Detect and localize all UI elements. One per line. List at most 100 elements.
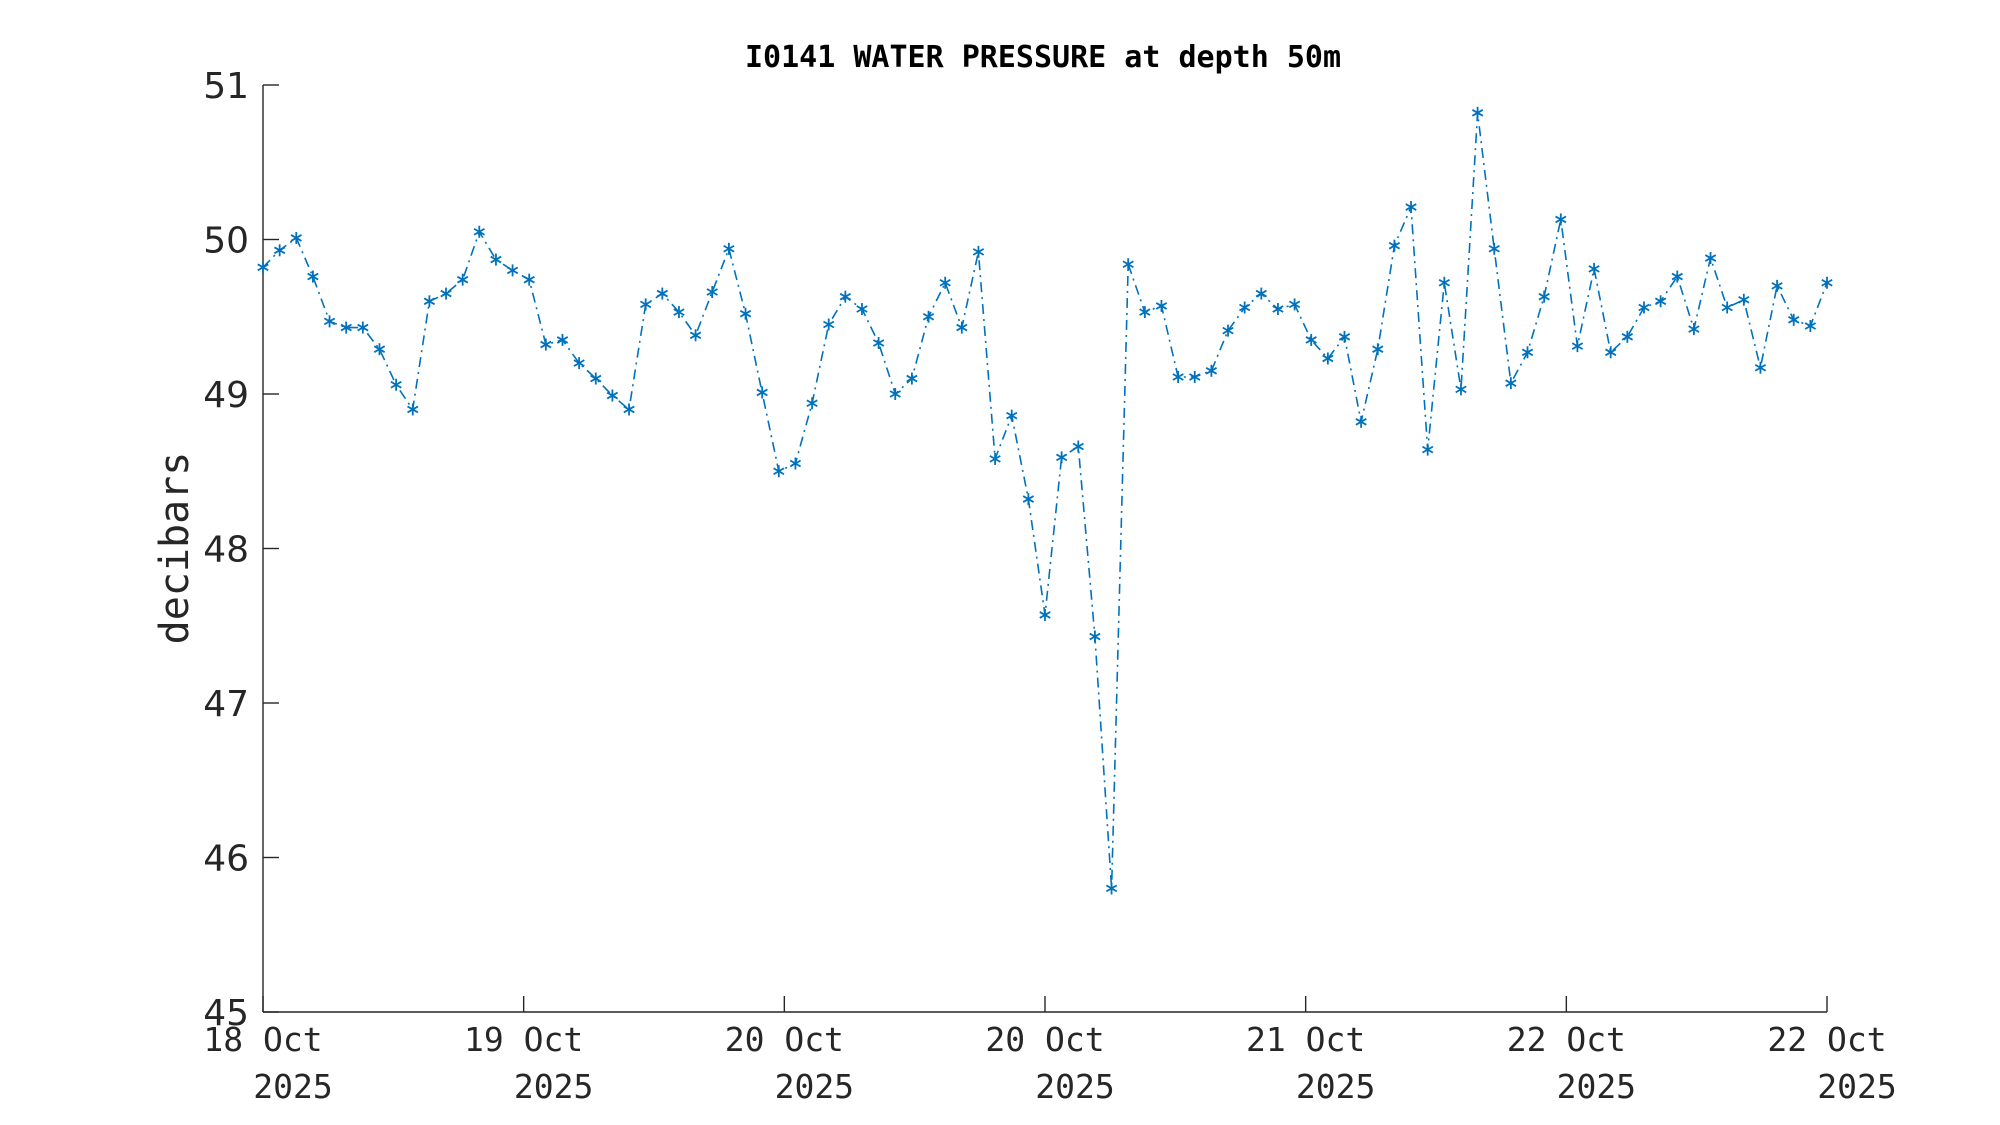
- data-point: [1471, 106, 1484, 119]
- data-point: [1621, 330, 1634, 343]
- data-point: [456, 273, 469, 286]
- data-point: [1422, 443, 1434, 456]
- data-point: [1821, 276, 1833, 289]
- data-point: [1571, 340, 1584, 353]
- data-point: [1055, 451, 1068, 464]
- data-point: [390, 378, 402, 391]
- y-tick-label: 47: [203, 684, 249, 725]
- data-point: [1155, 299, 1168, 312]
- data-point: [1688, 323, 1700, 336]
- data-point: [1322, 352, 1334, 365]
- data-point: [1704, 252, 1717, 265]
- data-point: [739, 307, 752, 320]
- data-point: [856, 303, 868, 316]
- x-tick-year-label: 2025: [1557, 1067, 1636, 1106]
- data-point: [1555, 213, 1567, 226]
- data-point: [956, 321, 968, 334]
- data-point: [1039, 608, 1051, 621]
- data-point: [1804, 320, 1817, 333]
- data-point: [1388, 239, 1401, 252]
- data-point: [640, 298, 652, 311]
- data-point: [1222, 324, 1234, 337]
- data-point: [407, 403, 419, 416]
- data-point: [872, 337, 885, 350]
- data-point: [1172, 371, 1184, 384]
- data-point: [1405, 201, 1417, 214]
- data-point: [257, 261, 269, 274]
- x-tick-date-label: 18 Oct: [203, 1020, 322, 1059]
- x-tick-year-label: 2025: [1035, 1067, 1114, 1106]
- data-point: [490, 253, 502, 266]
- x-tick-date-label: 22 Oct: [1767, 1020, 1886, 1059]
- y-tick-label: 45: [203, 993, 249, 1034]
- data-point: [656, 287, 668, 300]
- data-point: [573, 357, 585, 370]
- x-tick-year-label: 2025: [514, 1067, 593, 1106]
- x-tick-year-label: 2025: [775, 1067, 854, 1106]
- data-point: [1605, 346, 1617, 359]
- data-point: [773, 465, 785, 478]
- data-point: [706, 286, 718, 299]
- data-point: [889, 388, 901, 400]
- data-point: [340, 321, 352, 334]
- x-tick-year-label: 2025: [253, 1067, 332, 1106]
- data-point: [273, 244, 286, 257]
- data-point: [1654, 295, 1667, 308]
- data-point: [1255, 287, 1267, 300]
- data-point: [1372, 343, 1384, 356]
- data-point: [323, 315, 336, 328]
- data-point: [357, 321, 369, 334]
- data-point: [939, 276, 951, 289]
- y-tick-label: 51: [203, 66, 249, 107]
- chart-title: I0141 WATER PRESSURE at depth 50m: [745, 40, 1341, 75]
- y-tick-label: 46: [203, 839, 249, 880]
- data-point: [606, 389, 619, 402]
- data-point: [440, 287, 452, 300]
- data-point: [1139, 306, 1151, 319]
- data-point: [1438, 276, 1450, 289]
- x-tick-date-label: 20 Oct: [985, 1020, 1104, 1059]
- data-point: [590, 372, 602, 385]
- data-point: [989, 452, 1001, 465]
- data-point: [723, 242, 735, 255]
- series-line: [262, 112, 1828, 889]
- data-point: [1205, 364, 1218, 377]
- x-ticks: 18 Oct 2025 19 Oct 2025 20 Oct 2025 20 Oct 2025…: [203, 996, 1897, 1106]
- data-point: [789, 457, 802, 470]
- data-point: [1338, 330, 1351, 343]
- data-point: [307, 270, 319, 283]
- data-point: [673, 306, 685, 319]
- data-point: [1538, 290, 1550, 303]
- data-point: [922, 310, 935, 323]
- data-point: [1638, 301, 1650, 314]
- data-point: [1189, 371, 1201, 384]
- data-point: [1238, 301, 1251, 314]
- data-markers: [257, 106, 1833, 895]
- data-point: [473, 225, 485, 238]
- data-point: [1788, 313, 1800, 326]
- data-point: [1721, 301, 1733, 314]
- data-point: [556, 333, 569, 346]
- x-tick-date-label: 21 Oct: [1246, 1020, 1365, 1059]
- data-point: [689, 329, 702, 342]
- x-tick-date-label: 20 Oct: [725, 1020, 844, 1059]
- data-point: [1754, 361, 1767, 374]
- y-tick-label: 48: [203, 530, 249, 571]
- x-tick-date-label: 19 Oct: [464, 1020, 583, 1059]
- data-point: [1288, 298, 1301, 311]
- axes: [262, 85, 1827, 1013]
- data-point: [1771, 279, 1783, 292]
- data-point: [1488, 242, 1500, 255]
- data-point: [1272, 303, 1284, 316]
- data-point: [1006, 409, 1018, 422]
- data-point: [1122, 258, 1134, 271]
- data-point: [1738, 293, 1750, 306]
- data-point: [373, 343, 386, 356]
- data-point: [756, 386, 768, 399]
- data-point: [906, 372, 918, 385]
- data-point: [1072, 440, 1084, 453]
- data-point: [1588, 262, 1600, 275]
- data-point: [540, 338, 552, 351]
- data-point: [1089, 630, 1101, 643]
